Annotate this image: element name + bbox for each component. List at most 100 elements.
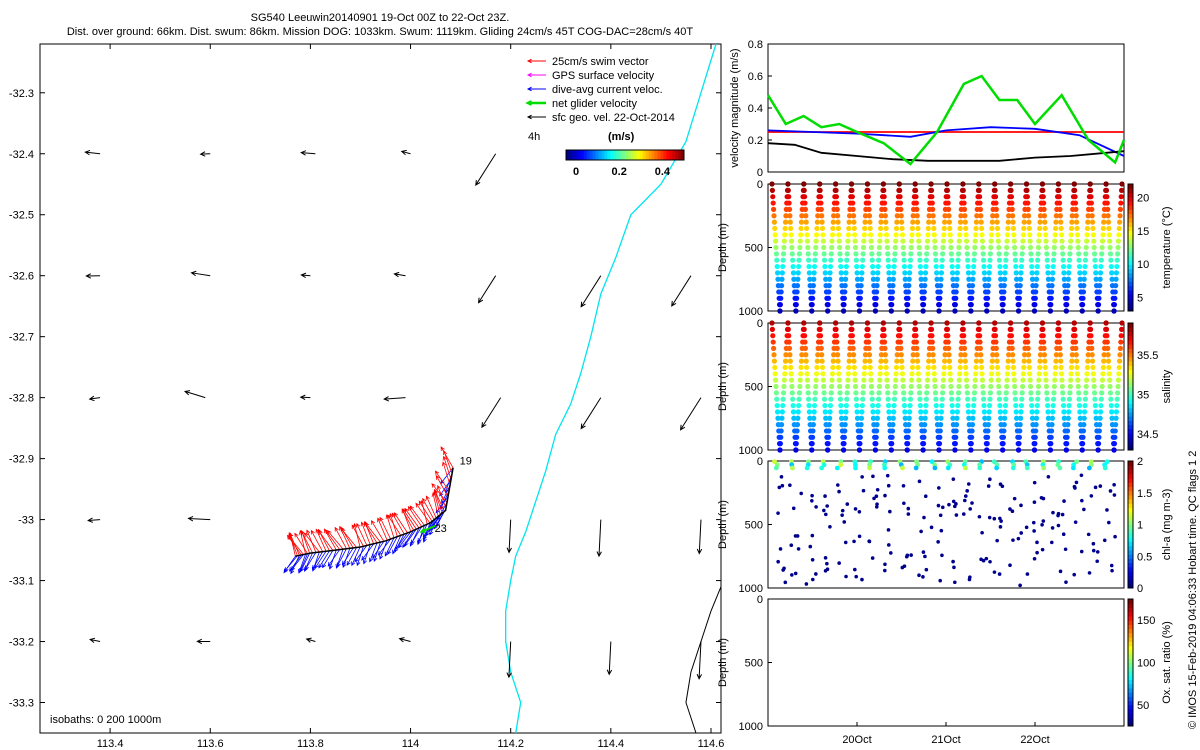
profile-sample-point — [790, 270, 797, 276]
profile-sample-point — [1064, 295, 1070, 301]
chl-sample-point — [773, 465, 779, 471]
profile-sample-point — [1103, 320, 1109, 326]
dive-avg-current-vector — [362, 544, 371, 565]
profile-sample-point — [898, 352, 904, 358]
profile-sample-point — [772, 238, 779, 244]
profile-sample-point — [777, 308, 783, 314]
profile-sample-point — [774, 257, 780, 263]
profile-sample-point — [944, 187, 950, 193]
profile-sample-point — [907, 402, 913, 409]
profile-sample-point — [777, 441, 783, 447]
profile-sample-point — [859, 402, 865, 409]
profile-sample-point — [1061, 415, 1067, 421]
colorbar-segment — [577, 150, 582, 160]
profile-sample-point — [849, 326, 855, 332]
surface-velocity-arrow — [481, 397, 502, 429]
profile-sample-point — [1019, 244, 1026, 251]
profile-sample-point — [1001, 283, 1007, 289]
profile-sample-point — [937, 434, 943, 440]
profile-sample-point — [873, 295, 879, 301]
profile-sample-point — [844, 257, 850, 263]
profile-sample-point — [1055, 181, 1061, 187]
profile-sample-point — [876, 251, 882, 257]
profile-sample-point — [980, 390, 986, 396]
profile-sample-point — [846, 213, 853, 219]
profile-sample-point — [1000, 447, 1006, 453]
profile-sample-point — [933, 396, 939, 402]
profile-sample-point — [837, 390, 843, 396]
profile-sample-point — [1017, 422, 1023, 428]
profile-sample-point — [874, 422, 880, 428]
profile-sample-point — [915, 232, 921, 238]
profile-sample-point — [813, 238, 819, 244]
chl-sample-point — [810, 577, 815, 582]
profile-sample-point — [835, 358, 841, 364]
profile-sample-point — [952, 302, 958, 308]
profile-sample-point — [969, 422, 976, 428]
profile-sample-point — [1050, 402, 1056, 409]
profile-sample-point — [844, 383, 851, 390]
profile-sample-point — [1006, 213, 1012, 219]
profile-sample-point — [1034, 263, 1040, 270]
profile-sample-point — [1008, 181, 1014, 187]
profile-sample-point — [1034, 270, 1040, 276]
profile-sample-point — [770, 339, 776, 345]
profile-sample-point — [1087, 320, 1093, 326]
profile-sample-point — [774, 396, 780, 402]
salinity-colorbar-segment — [1128, 437, 1133, 443]
profile-sample-point — [1052, 238, 1058, 244]
profile-sample-point — [898, 213, 904, 219]
profile-sample-point — [869, 257, 875, 263]
profile-sample-point — [820, 238, 826, 244]
chl-sample-point — [1008, 507, 1012, 511]
chl-sample-point — [772, 459, 777, 465]
profile-sample-point — [924, 244, 930, 251]
surface-velocity-arrow — [89, 637, 101, 643]
profile-sample-point — [825, 295, 832, 301]
chl-sample-point — [1091, 541, 1096, 546]
salinity-colorbar-segment — [1128, 365, 1133, 371]
profile-sample-point — [875, 263, 881, 270]
profile-sample-point — [1107, 251, 1114, 257]
profile-sample-point — [977, 200, 983, 206]
salinity-ylabel: Depth (m) — [717, 362, 729, 411]
chl-sample-point — [962, 465, 968, 471]
profile-sample-point — [818, 339, 824, 345]
profile-sample-point — [1089, 219, 1096, 225]
credit-text: © IMOS 15-Feb-2019 04:06:33 Hobart time.… — [1187, 451, 1199, 729]
profile-sample-point — [1013, 409, 1019, 415]
profile-sample-point — [1053, 358, 1059, 364]
profile-sample-point — [861, 377, 867, 383]
profile-sample-point — [874, 276, 880, 282]
chl-a-colorbar-segment — [1128, 473, 1133, 479]
profile-sample-point — [907, 270, 913, 276]
chl-sample-point — [886, 528, 891, 532]
chl-sample-point — [965, 489, 969, 493]
profile-sample-point — [848, 181, 855, 187]
profile-sample-point — [782, 219, 789, 225]
profile-sample-point — [1082, 263, 1088, 270]
profile-sample-point — [881, 326, 887, 332]
temperature-colorbar-segment — [1128, 213, 1133, 219]
surface-velocity-arrow — [696, 519, 703, 555]
profile-sample-point — [829, 383, 835, 390]
profile-sample-point — [894, 219, 900, 225]
temperature-colorbar-segment — [1128, 226, 1133, 232]
profile-sample-point — [905, 428, 912, 434]
chl-sample-point — [929, 525, 934, 530]
profile-sample-point — [798, 225, 804, 232]
profile-sample-point — [923, 263, 929, 270]
profile-sample-point — [1105, 345, 1111, 351]
profile-sample-point — [1049, 289, 1055, 295]
profile-sample-point — [897, 187, 903, 193]
profile-sample-point — [1112, 434, 1118, 440]
oxygen-colorbar-tick-label: 150 — [1137, 615, 1155, 627]
profile-sample-point — [1021, 358, 1027, 364]
dive-avg-current-vector — [368, 542, 378, 563]
profile-sample-point — [820, 371, 826, 377]
profile-sample-point — [1017, 428, 1023, 434]
profile-sample-point — [1014, 415, 1020, 421]
salinity-colorbar-segment — [1128, 327, 1133, 332]
temperature-ytick-label: 0 — [757, 179, 763, 191]
profile-sample-point — [1072, 333, 1078, 339]
